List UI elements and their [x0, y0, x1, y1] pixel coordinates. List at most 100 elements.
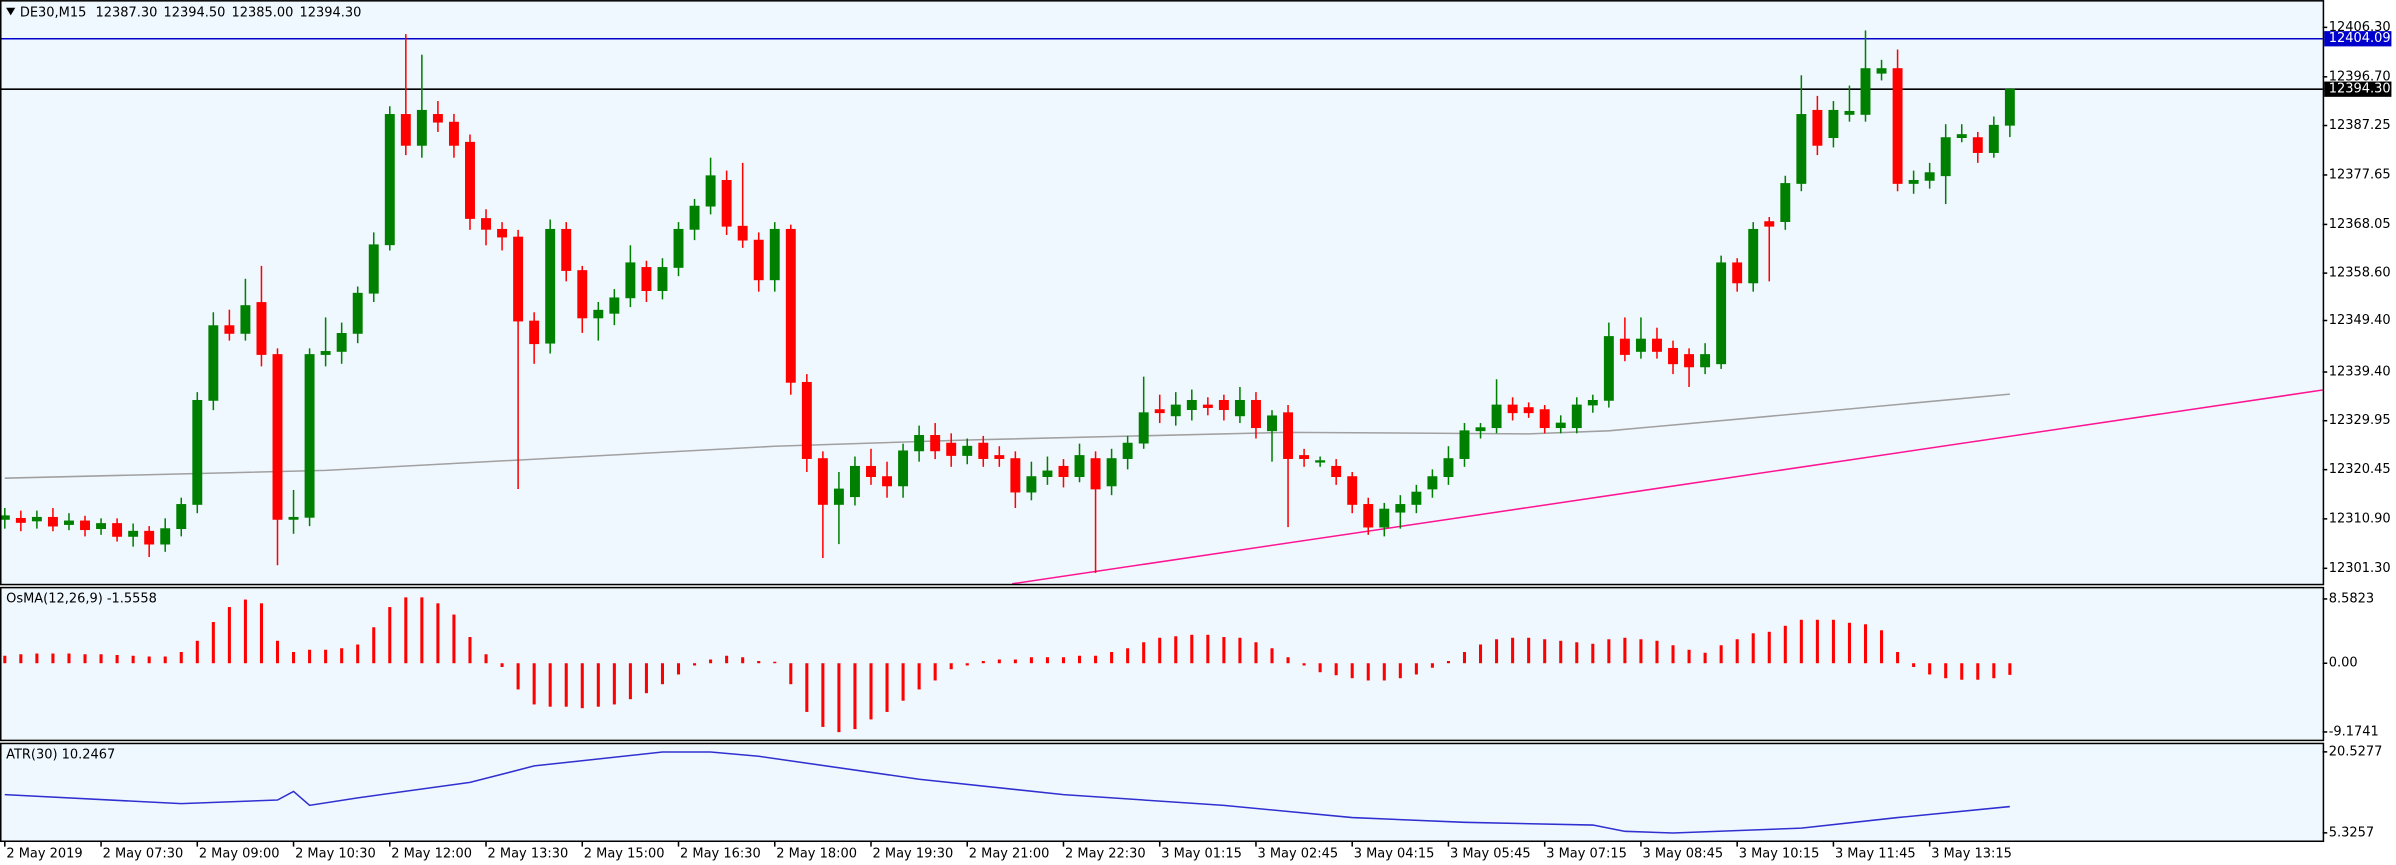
osma-panel: [1, 588, 2323, 740]
candle-body: [64, 520, 74, 525]
candle-body: [978, 442, 989, 459]
candle-body: [593, 309, 604, 319]
candle-body: [96, 523, 107, 530]
x-tick-label: 3 May 02:45: [1257, 847, 1338, 862]
candle-body: [1732, 262, 1743, 284]
x-tick-label: 2 May 07:30: [103, 847, 184, 862]
candle-body: [817, 458, 828, 505]
candle-body: [946, 442, 957, 456]
candle-body: [1331, 465, 1342, 477]
candle-body: [1202, 404, 1213, 408]
candle-body: [1218, 399, 1229, 411]
candle-body: [1764, 221, 1775, 227]
candle-body: [513, 236, 524, 322]
candle-body: [1619, 338, 1630, 355]
y-tick-label: 12310.90: [2329, 511, 2391, 526]
candle-body: [529, 320, 540, 345]
candle-body: [1555, 422, 1566, 429]
candle-body: [1796, 114, 1807, 184]
candle-body: [448, 121, 459, 146]
menu-arrow[interactable]: [6, 7, 16, 16]
candle-body: [1507, 404, 1518, 414]
candle-body: [721, 179, 732, 227]
x-tick-label: 2 May 09:00: [199, 847, 280, 862]
candle-body: [962, 445, 973, 456]
candle-body: [1780, 183, 1791, 222]
candle-body: [1668, 347, 1678, 365]
y-tick-label: 5.3257: [2329, 825, 2374, 840]
candle-body: [866, 465, 876, 477]
candle-body: [785, 228, 796, 383]
osma-title: OsMA(12,26,9) -1.5558: [6, 592, 157, 607]
candle-body: [801, 381, 812, 459]
price-level-box: [2324, 31, 2392, 47]
candle-body: [1972, 137, 1983, 153]
main-frame: [0, 0, 2325, 586]
low-label: 12385.00: [232, 5, 294, 20]
y-tick-label: 20.5277: [2329, 744, 2383, 759]
candle-body: [1395, 504, 1406, 513]
candle-body: [545, 228, 556, 344]
candle-body: [657, 267, 668, 292]
candle-body: [705, 175, 716, 207]
candle-body: [497, 228, 508, 238]
candle-body: [914, 435, 925, 452]
candle-body: [1122, 442, 1133, 459]
y-tick-label: 12358.60: [2329, 266, 2391, 281]
x-tick-label: 3 May 11:45: [1835, 847, 1916, 862]
candle-body: [753, 239, 764, 281]
candle-body: [192, 399, 203, 505]
candle-body: [400, 114, 411, 146]
y-tick-label: 12387.25: [2329, 118, 2391, 133]
candle-body: [368, 244, 379, 294]
candle-body: [352, 292, 363, 334]
candle-body: [1748, 228, 1759, 284]
candle-body: [1347, 476, 1358, 505]
candle-body: [1603, 336, 1614, 401]
candle-body: [769, 228, 780, 281]
candle-body: [144, 530, 155, 545]
x-tick-label: 3 May 08:45: [1642, 847, 1723, 862]
candle-body: [1363, 504, 1374, 528]
candle-body: [432, 114, 443, 123]
candle-body: [1475, 427, 1486, 432]
candle-body: [1411, 491, 1422, 505]
y-tick-label: 0.00: [2329, 656, 2358, 671]
y-tick-label: 12329.95: [2329, 413, 2391, 428]
x-tick-label: 3 May 10:15: [1739, 847, 1820, 862]
x-tick-label: 3 May 05:45: [1450, 847, 1531, 862]
candle-body: [1267, 415, 1277, 432]
candle-body: [1684, 354, 1695, 368]
candle-body: [1315, 460, 1326, 463]
candle-body: [304, 354, 315, 518]
symbol: DE30,M15: [20, 5, 87, 20]
candle-body: [1892, 68, 1903, 184]
candle-body: [1940, 137, 1951, 177]
candle-body: [176, 504, 187, 530]
candle-body: [128, 530, 139, 537]
candle-body: [208, 325, 219, 401]
indicator-line: [4, 751, 2010, 834]
x-tick-label: 2 May 19:30: [873, 847, 954, 862]
y-tick-label: 12377.65: [2329, 167, 2391, 182]
x-tick-label: 3 May 13:15: [1931, 847, 2012, 862]
candle-body: [1844, 110, 1855, 115]
candle-body: [1700, 354, 1711, 368]
candle-body: [240, 305, 251, 334]
candle-body: [1154, 409, 1165, 414]
atr-title: ATR(30) 10.2467: [6, 747, 115, 762]
candle-body: [577, 270, 588, 319]
candle-body: [481, 218, 491, 230]
trend-line: [1012, 389, 2323, 585]
candle-body: [1379, 508, 1390, 528]
candle-body: [256, 302, 267, 355]
candle-body: [1812, 109, 1823, 146]
candle-body: [1828, 109, 1839, 138]
candle-body: [849, 465, 860, 498]
candle-body: [47, 516, 58, 527]
main-panel: [1, 1, 2323, 584]
candle-body: [1956, 134, 1967, 138]
x-tick-label: 2 May 10:30: [295, 847, 376, 862]
y-tick-label: 12368.05: [2329, 217, 2391, 232]
